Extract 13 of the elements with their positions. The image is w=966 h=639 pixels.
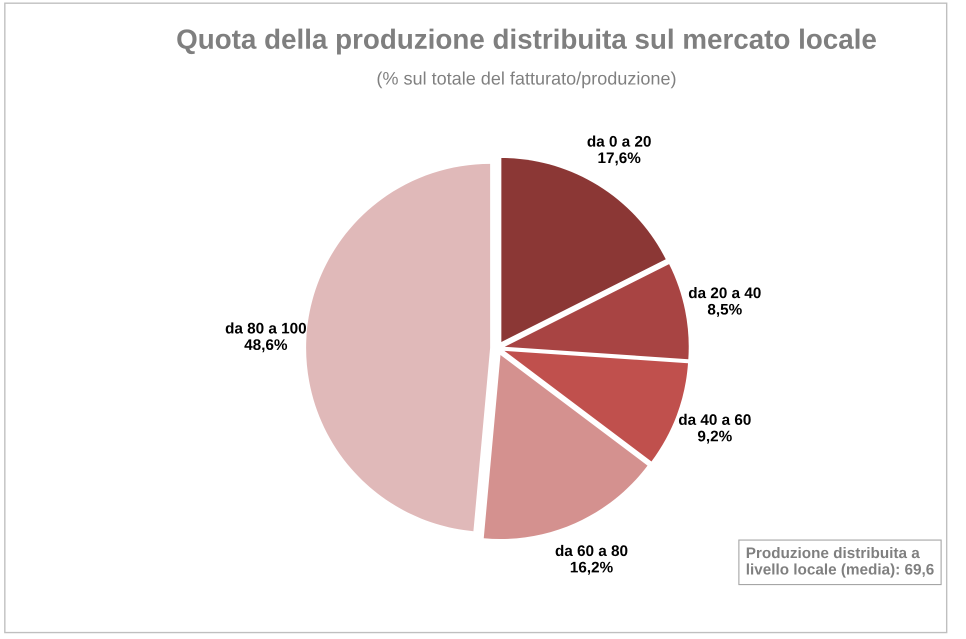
slice-label: da 80 a 100: [226, 322, 306, 334]
slice-label: da 20 a 40: [688, 287, 761, 298]
chart-subtitle: (% sul totale del fatturato/produzione): [378, 71, 676, 88]
data-label: 48,6%: [244, 339, 288, 352]
slice-label: da 40 a 60: [678, 414, 751, 425]
slice-label: da 0 a 20: [588, 136, 651, 147]
slice-label: da 60 a 80: [556, 544, 628, 556]
data-label: 9,2%: [698, 430, 732, 444]
data-label: 8,5%: [708, 304, 742, 317]
data-label: 16,2%: [570, 562, 613, 575]
text: Produzione distribuita a livello locale (media): 69,6: [746, 546, 934, 578]
chart-title: Quota della produzione distribuita sul mercato locale: [177, 28, 876, 54]
data-label: 17,6%: [598, 152, 640, 166]
